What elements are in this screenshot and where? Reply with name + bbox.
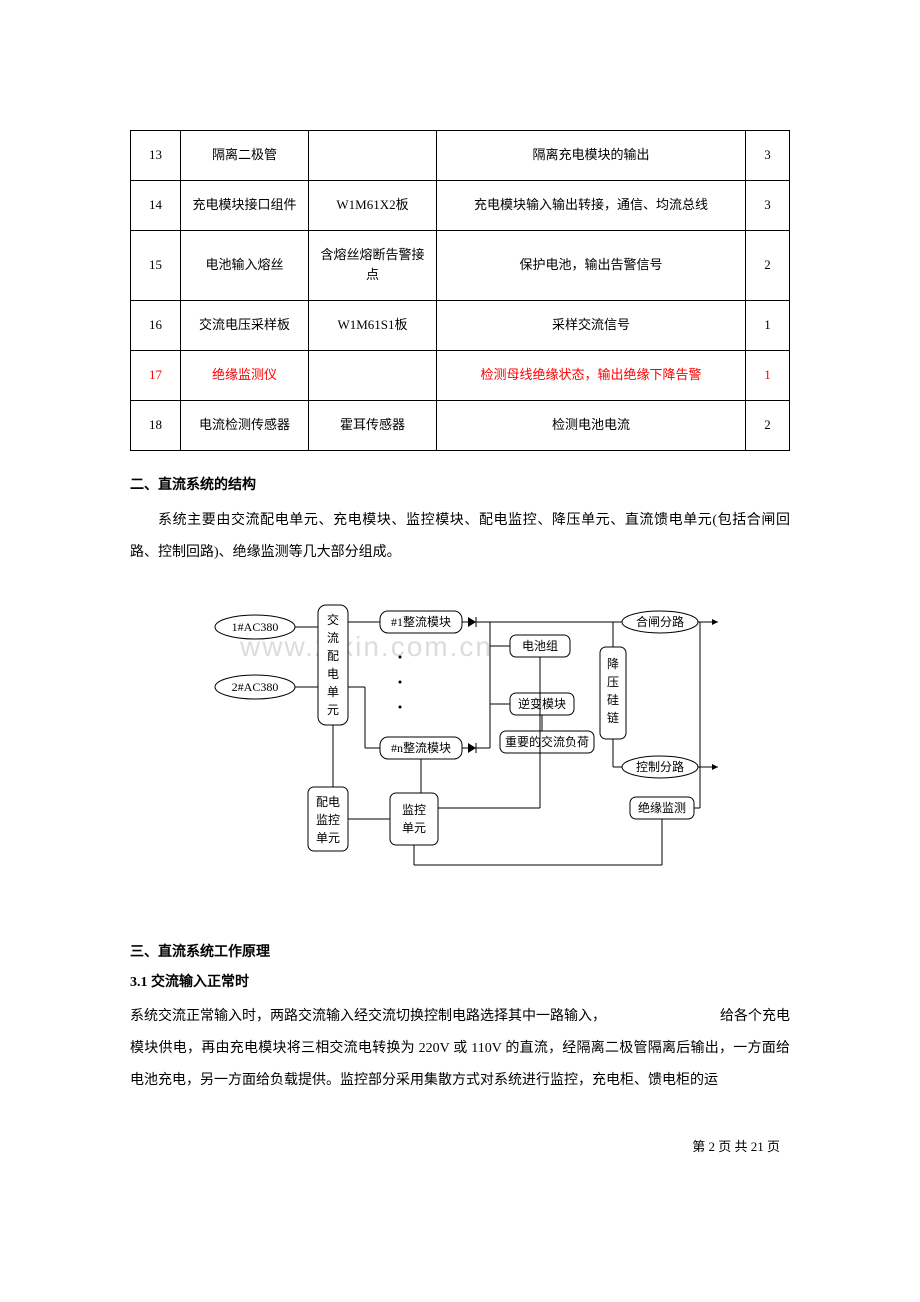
svg-text:配电: 配电: [316, 795, 340, 809]
table-cell: 霍耳传感器: [309, 400, 437, 450]
ac-dist-char1: 交: [327, 612, 339, 627]
table-cell: [309, 131, 437, 181]
battery-group: 电池组: [522, 639, 558, 653]
table-row: 14充电模块接口组件W1M61X2板充电模块输入输出转接，通信、均流总线3: [131, 180, 790, 230]
rectifier-n: #n整流模块: [391, 740, 451, 755]
table-cell: 含熔丝熔断告警接点: [309, 230, 437, 301]
rectifier-1: #1整流模块: [391, 614, 451, 629]
table-cell: 交流电压采样板: [181, 301, 309, 351]
table-row: 13隔离二极管 隔离充电模块的输出3: [131, 131, 790, 181]
table-row: 18电流检测传感器霍耳传感器检测电池电流2: [131, 400, 790, 450]
section-2-title: 二、直流系统的结构: [130, 475, 790, 497]
table-cell: 3: [746, 131, 790, 181]
section-3-1-title: 3.1 交流输入正常时: [130, 972, 790, 994]
table-cell: 3: [746, 180, 790, 230]
system-diagram: www.zixin.com.cn 1#AC380 2#AC380 交 流 配 电…: [200, 597, 720, 905]
table-cell: 采样交流信号: [437, 301, 746, 351]
svg-text:监控: 监控: [402, 803, 426, 817]
ac-input-1: 1#AC380: [232, 620, 279, 634]
table-row: 16交流电压采样板W1M61S1板采样交流信号1: [131, 301, 790, 351]
component-table: 13隔离二极管隔离充电模块的输出314充电模块接口组件W1M61X2板充电模块输…: [130, 130, 790, 451]
table-cell: 14: [131, 180, 181, 230]
line1-left: 系统交流正常输入时，两路交流输入经交流切换控制电路选择其中一路输入，: [130, 1001, 606, 1033]
table-cell: 16: [131, 301, 181, 351]
svg-text:单元: 单元: [316, 831, 340, 845]
table-cell: 检测母线绝缘状态，输出绝缘下降告警: [437, 350, 746, 400]
section-3-1-body: 模块供电，再由充电模块将三相交流电转换为 220V 或 110V 的直流，经隔离…: [130, 1033, 790, 1097]
insulation-monitor: 绝缘监测: [638, 800, 686, 815]
control-branch: 控制分路: [636, 759, 684, 774]
table-cell: 2: [746, 400, 790, 450]
table-cell: 15: [131, 230, 181, 301]
table-cell: 充电模块输入输出转接，通信、均流总线: [437, 180, 746, 230]
table-cell: 隔离二极管: [181, 131, 309, 181]
table-cell: 17: [131, 350, 181, 400]
table-cell: 绝缘监测仪: [181, 350, 309, 400]
table-cell: [309, 350, 437, 400]
table-cell: 1: [746, 301, 790, 351]
ac-dist-char5: 单: [327, 685, 339, 699]
ac-dist-char2: 流: [327, 631, 339, 645]
table-cell: 检测电池电流: [437, 400, 746, 450]
svg-text:单元: 单元: [402, 821, 426, 835]
line1-right: 给各个充电: [720, 1001, 790, 1033]
ac-input-2: 2#AC380: [232, 680, 279, 694]
section-3-1-line1: 系统交流正常输入时，两路交流输入经交流切换控制电路选择其中一路输入， 给各个充电: [130, 1001, 790, 1033]
svg-text:监控: 监控: [316, 813, 340, 827]
table-cell: 2: [746, 230, 790, 301]
table-cell: 1: [746, 350, 790, 400]
table-cell: W1M61X2板: [309, 180, 437, 230]
table-row: 15电池输入熔丝含熔丝熔断告警接点保护电池，输出告警信号2: [131, 230, 790, 301]
section-3-title: 三、直流系统工作原理: [130, 942, 790, 964]
table-cell: 电流检测传感器: [181, 400, 309, 450]
table-cell: 13: [131, 131, 181, 181]
table-cell: 隔离充电模块的输出: [437, 131, 746, 181]
inverter-module: 逆变模块: [518, 696, 566, 711]
svg-text:硅: 硅: [607, 693, 619, 707]
page-footer: 第 2 页 共 21 页: [130, 1137, 790, 1158]
ac-dist-char4: 电: [327, 667, 339, 681]
svg-text:压: 压: [607, 675, 619, 689]
close-branch: 合闸分路: [636, 614, 684, 629]
ac-dist-char6: 元: [327, 703, 339, 717]
table-cell: 18: [131, 400, 181, 450]
table-cell: 电池输入熔丝: [181, 230, 309, 301]
svg-text:链: 链: [607, 710, 619, 725]
ac-load: 重要的交流负荷: [505, 734, 589, 749]
table-cell: W1M61S1板: [309, 301, 437, 351]
table-cell: 充电模块接口组件: [181, 180, 309, 230]
table-row: 17绝缘监测仪 检测母线绝缘状态，输出绝缘下降告警1: [131, 350, 790, 400]
table-cell: 保护电池，输出告警信号: [437, 230, 746, 301]
svg-text:降: 降: [607, 657, 619, 671]
ac-dist-char3: 配: [327, 649, 339, 663]
section-2-body: 系统主要由交流配电单元、充电模块、监控模块、配电监控、降压单元、直流馈电单元(包…: [130, 505, 790, 569]
